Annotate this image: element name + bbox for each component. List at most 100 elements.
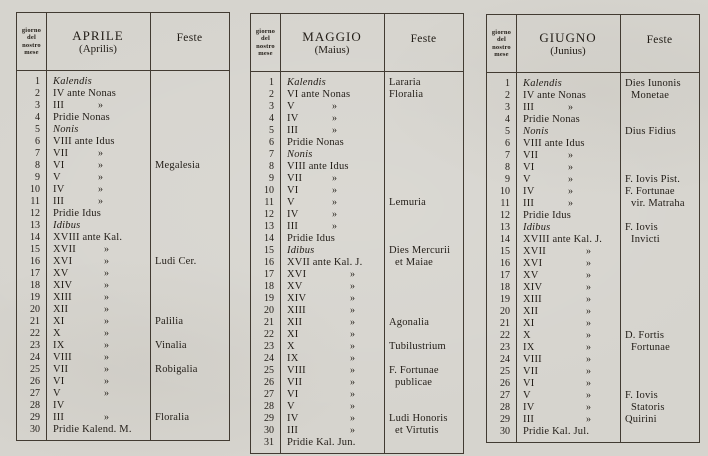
date-name-text: XIV — [53, 280, 73, 291]
ditto-mark: » — [332, 113, 338, 124]
date-name-text: XVIII ante Kal. — [53, 232, 123, 243]
feast-cell — [620, 318, 699, 330]
calendar-table-giugno: giorno del nostro mese GIUGNO (Junius) F… — [486, 14, 700, 443]
day-number-cell: 21 — [500, 318, 510, 329]
ditto-mark: » — [104, 304, 110, 315]
date-name-text: XVIII ante Kal. J. — [523, 234, 603, 245]
ditto-mark: » — [104, 388, 110, 399]
date-name-text: Pridie Idus — [523, 210, 571, 221]
ditto-mark: » — [332, 125, 338, 136]
date-name-cell: V» — [280, 197, 384, 209]
table-row: 16 XVII ante Kal. J. et Maiae — [251, 257, 463, 269]
day-number-cell: 21 — [264, 317, 274, 328]
date-name-text: VIII ante Idus — [53, 136, 115, 147]
date-name-text: V — [53, 388, 61, 399]
date-name-cell: III » — [46, 196, 150, 208]
ditto-mark: » — [332, 209, 338, 220]
day-number-cell: 3 — [269, 101, 274, 112]
day-number-cell: 23 — [30, 340, 40, 351]
date-name-cell: VII » — [46, 148, 150, 160]
date-name-text: III — [287, 425, 299, 436]
day-number-cell: 26 — [264, 377, 274, 388]
table-row: 5 III » — [251, 125, 463, 137]
table-row: 25 VII » — [487, 366, 699, 378]
date-name-text: Pridie Nonas — [287, 137, 344, 148]
date-name-text: VI — [523, 378, 535, 389]
feast-cell — [384, 329, 463, 341]
month-latin-subtitle: (Aprilis) — [79, 42, 117, 55]
table-row: 28 IV — [17, 400, 229, 412]
feast-cell — [150, 388, 229, 400]
day-number-cell: 16 — [30, 256, 40, 267]
day-number-cell: 8 — [269, 161, 274, 172]
date-name-cell: III » — [46, 100, 150, 112]
day-number-cell: 22 — [30, 328, 40, 339]
date-name-cell: XVII » — [46, 244, 150, 256]
feast-cell — [620, 426, 699, 438]
table-row: 15 XVII » — [17, 244, 229, 256]
date-name-cell: IV » — [280, 209, 384, 221]
month-column-header: MAGGIO (Maius) — [280, 14, 384, 71]
table-row: 26 VI » — [487, 378, 699, 390]
date-name-cell: XVII ante Kal. J. — [280, 257, 384, 269]
date-name-text: XVI — [53, 256, 73, 267]
date-name-text: V — [523, 174, 531, 185]
feast-text: publicae — [395, 377, 433, 388]
day-number-cell: 25 — [264, 365, 274, 376]
feast-cell: Ludi Honoris — [384, 413, 463, 425]
day-number-cell: 8 — [505, 162, 510, 173]
date-name-cell: VIII ante Idus — [280, 161, 384, 173]
date-name-cell: XVI » — [280, 269, 384, 281]
feast-cell — [150, 304, 229, 316]
table-row: 23 IX » Fortunae — [487, 342, 699, 354]
feast-text: Ludi Honoris — [389, 413, 448, 424]
table-row: 24 IX » — [251, 353, 463, 365]
table-row: 9 VII » — [251, 173, 463, 185]
day-header-line: del — [27, 34, 36, 41]
date-name-cell: XVI » — [516, 258, 620, 270]
ditto-mark: » — [332, 173, 338, 184]
day-number-cell: 7 — [35, 148, 40, 159]
feast-cell — [384, 161, 463, 173]
day-number-cell: 17 — [264, 269, 274, 280]
date-name-text: III — [53, 196, 65, 207]
date-name-cell: XI » — [280, 329, 384, 341]
day-number-cell: 28 — [264, 401, 274, 412]
column-divider — [384, 14, 385, 453]
table-row: 10 VI » — [251, 185, 463, 197]
feast-cell — [384, 269, 463, 281]
table-row: 19 XIII » — [487, 294, 699, 306]
table-row: 23 IX » Vinalia — [17, 340, 229, 352]
table-row: 13 Idibus — [17, 220, 229, 232]
date-name-text: XII — [53, 304, 69, 315]
feast-cell: Monetae — [620, 90, 699, 102]
feast-cell — [620, 210, 699, 222]
ditto-mark: » — [104, 340, 110, 351]
table-row: 8 VI » — [487, 162, 699, 174]
date-name-cell: Pridie Idus — [516, 210, 620, 222]
day-header-line: giorno — [255, 27, 276, 35]
feast-cell — [384, 437, 463, 449]
table-row: 21 XI » Palilia — [17, 316, 229, 328]
feast-cell — [150, 88, 229, 100]
feast-cell — [150, 328, 229, 340]
date-name-cell: IV » — [516, 402, 620, 414]
feast-cell: Floralia — [150, 412, 229, 424]
feast-cell — [620, 366, 699, 378]
feast-cell: Robigalia — [150, 364, 229, 376]
feast-cell: Lararia — [384, 77, 463, 89]
table-row: 6 Pridie Nonas — [251, 137, 463, 149]
date-name-cell: XII » — [516, 306, 620, 318]
date-name-cell: Pridie Kalend. M. — [46, 424, 150, 436]
table-row: 7 Nonis — [251, 149, 463, 161]
month-title: MAGGIO — [302, 28, 362, 44]
date-name-text: XVI — [287, 269, 307, 280]
feast-text: Robigalia — [155, 364, 198, 375]
feast-cell — [384, 221, 463, 233]
day-header-line: mese — [24, 49, 39, 56]
day-header-line: nostro — [492, 43, 511, 51]
table-row: 4 Pridie Nonas — [487, 114, 699, 126]
date-name-cell: VIII » — [46, 352, 150, 364]
feast-cell — [150, 280, 229, 292]
table-row: 26 VII » publicae — [251, 377, 463, 389]
